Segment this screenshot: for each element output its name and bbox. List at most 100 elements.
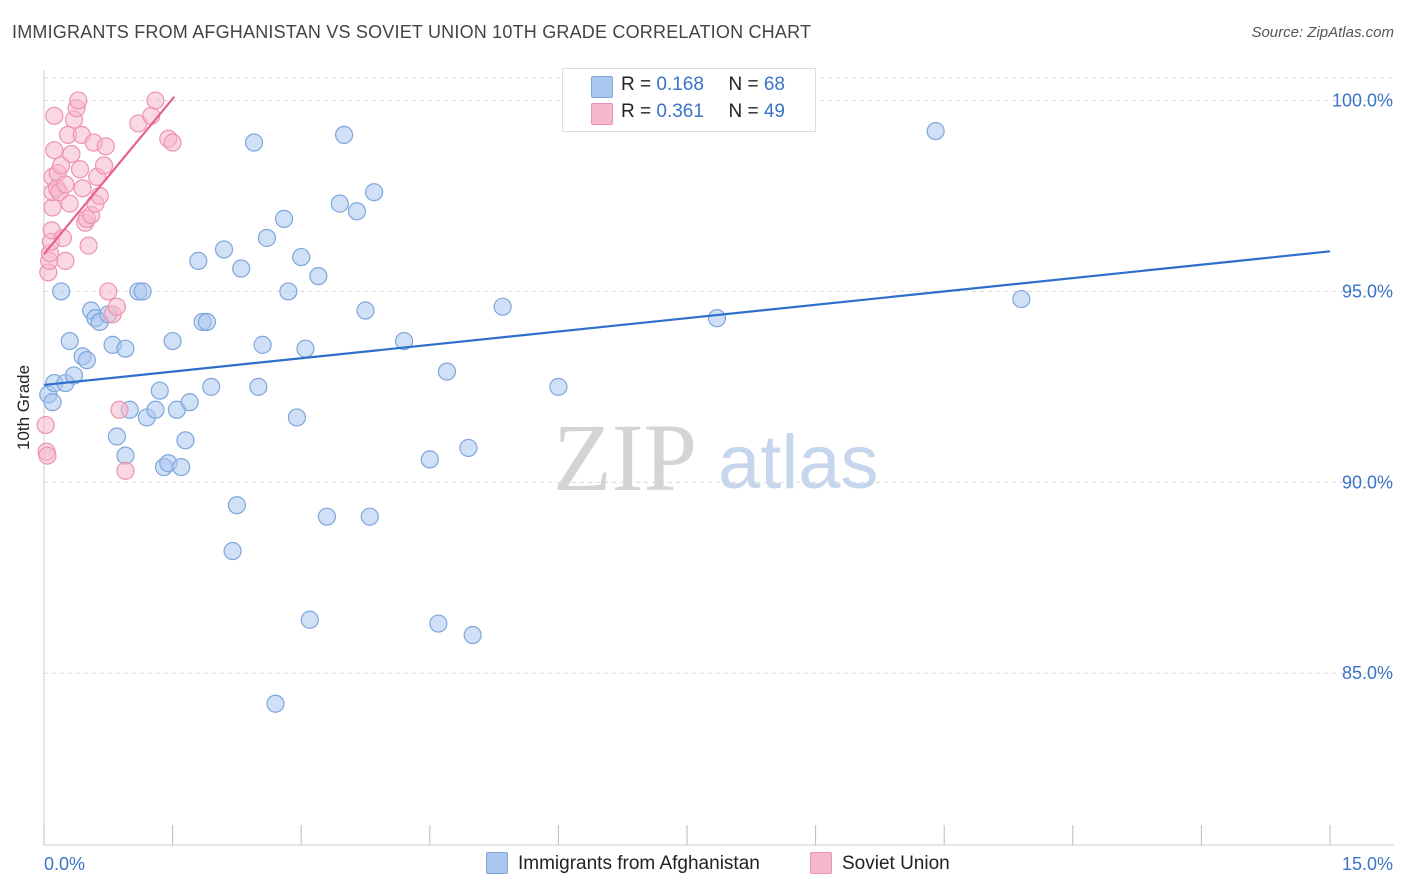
data-point-afghanistan — [150, 381, 169, 400]
data-point-afghanistan — [429, 614, 448, 633]
data-point-afghanistan — [493, 297, 512, 316]
x-tick-label: 0.0% — [44, 854, 85, 874]
data-point-afghanistan — [116, 339, 135, 358]
legend-n-label: N = — [728, 74, 764, 95]
data-point-afghanistan — [77, 351, 96, 370]
data-point-soviet-union — [70, 160, 90, 179]
data-point-afghanistan — [707, 309, 727, 328]
data-point-afghanistan — [172, 457, 191, 477]
series-soviet-union-points — [36, 91, 182, 480]
legend-n-value: 49 — [763, 101, 785, 122]
data-point-afghanistan — [146, 400, 165, 419]
data-point-soviet-union — [110, 400, 129, 419]
data-point-soviet-union — [56, 175, 75, 194]
series-afghanistan-points — [39, 121, 1031, 713]
data-point-afghanistan — [176, 431, 195, 450]
data-point-soviet-union — [107, 297, 126, 316]
legend-label-soviet-union: Soviet Union — [842, 853, 950, 874]
data-point-afghanistan — [202, 377, 221, 396]
data-point-soviet-union — [38, 446, 57, 465]
watermark: ZIP atlas — [553, 404, 879, 511]
data-point-soviet-union — [163, 133, 182, 152]
legend-swatch-blue — [486, 852, 508, 874]
data-point-soviet-union — [146, 91, 165, 110]
chart-title: IMMIGRANTS FROM AFGHANISTAN VS SOVIET UN… — [12, 22, 812, 42]
data-point-afghanistan — [223, 541, 242, 561]
data-point-afghanistan — [356, 301, 375, 320]
legend-r-value: 0.168 — [656, 74, 704, 95]
data-point-afghanistan — [244, 133, 264, 152]
y-axis-label: 10th Grade — [14, 364, 33, 450]
data-point-afghanistan — [330, 194, 349, 213]
data-point-soviet-union — [45, 141, 64, 160]
data-point-soviet-union — [36, 415, 55, 435]
data-point-soviet-union — [60, 194, 79, 213]
data-point-soviet-union — [62, 144, 81, 164]
data-point-soviet-union — [99, 282, 118, 301]
data-point-afghanistan — [253, 335, 272, 354]
data-point-afghanistan — [287, 408, 307, 427]
legend-r-value: 0.361 — [656, 101, 704, 122]
y-tick-label: 85.0% — [1342, 663, 1393, 683]
data-point-afghanistan — [163, 331, 182, 351]
x-tick-label: 15.0% — [1342, 854, 1393, 874]
data-point-afghanistan — [60, 331, 79, 351]
data-point-afghanistan — [274, 209, 294, 228]
legend-label-afghanistan: Immigrants from Afghanistan — [518, 853, 760, 874]
legend-row-afghanistan: R = 0.168 N = 68 — [621, 74, 785, 98]
legend-swatch-pink — [591, 103, 613, 125]
legend-row-soviet-union: R = 0.361 N = 49 — [621, 101, 785, 125]
data-point-afghanistan — [180, 393, 199, 412]
data-point-afghanistan — [266, 694, 285, 713]
data-point-soviet-union — [56, 251, 75, 270]
axis-layer — [43, 70, 1394, 846]
data-point-afghanistan — [394, 331, 414, 351]
data-point-afghanistan — [292, 247, 311, 267]
y-tick-label: 90.0% — [1342, 472, 1393, 492]
data-point-afghanistan — [300, 610, 319, 629]
data-point-afghanistan — [420, 450, 439, 469]
legend-n-value: 68 — [763, 74, 785, 95]
y-tick-label: 100.0% — [1332, 91, 1393, 111]
trend-line-soviet-union — [43, 96, 176, 255]
data-point-afghanistan — [232, 259, 251, 278]
y-axis-label-wrap: 10th Grade — [14, 300, 38, 600]
trend-lines — [43, 96, 1331, 387]
data-point-soviet-union — [45, 106, 64, 125]
grid-layer — [44, 77, 1394, 674]
data-point-afghanistan — [279, 282, 298, 301]
legend-swatch-pink — [810, 852, 832, 874]
data-point-afghanistan — [133, 282, 152, 301]
data-point-afghanistan — [64, 366, 84, 385]
data-point-afghanistan — [459, 438, 478, 458]
data-point-afghanistan — [257, 228, 277, 248]
data-point-soviet-union — [53, 228, 72, 248]
watermark-zip: ZIP — [553, 404, 697, 511]
stats-legend: R = 0.168 N = 68 R = 0.361 N = 49 — [562, 68, 816, 132]
data-point-afghanistan — [334, 125, 354, 145]
data-point-soviet-union — [69, 91, 88, 110]
data-point-afghanistan — [227, 496, 246, 515]
data-point-afghanistan — [437, 362, 457, 381]
data-point-soviet-union — [73, 179, 92, 198]
data-point-afghanistan — [107, 427, 126, 446]
y-tick-label: 95.0% — [1342, 281, 1393, 301]
data-point-afghanistan — [317, 507, 337, 526]
data-point-afghanistan — [360, 507, 379, 526]
legend-n-label: N = — [728, 101, 764, 122]
data-point-soviet-union — [96, 137, 115, 156]
data-point-soviet-union — [116, 461, 135, 480]
data-point-afghanistan — [296, 339, 315, 358]
data-point-soviet-union — [90, 186, 109, 206]
trend-line-afghanistan — [43, 250, 1331, 387]
data-point-afghanistan — [43, 393, 62, 412]
data-point-soviet-union — [52, 156, 71, 175]
data-point-afghanistan — [463, 625, 482, 645]
data-point-afghanistan — [347, 202, 367, 221]
legend-r-label: R = — [621, 101, 657, 122]
data-point-afghanistan — [249, 377, 268, 396]
data-point-afghanistan — [189, 251, 208, 270]
data-point-afghanistan — [52, 282, 71, 301]
data-point-afghanistan — [926, 121, 945, 141]
